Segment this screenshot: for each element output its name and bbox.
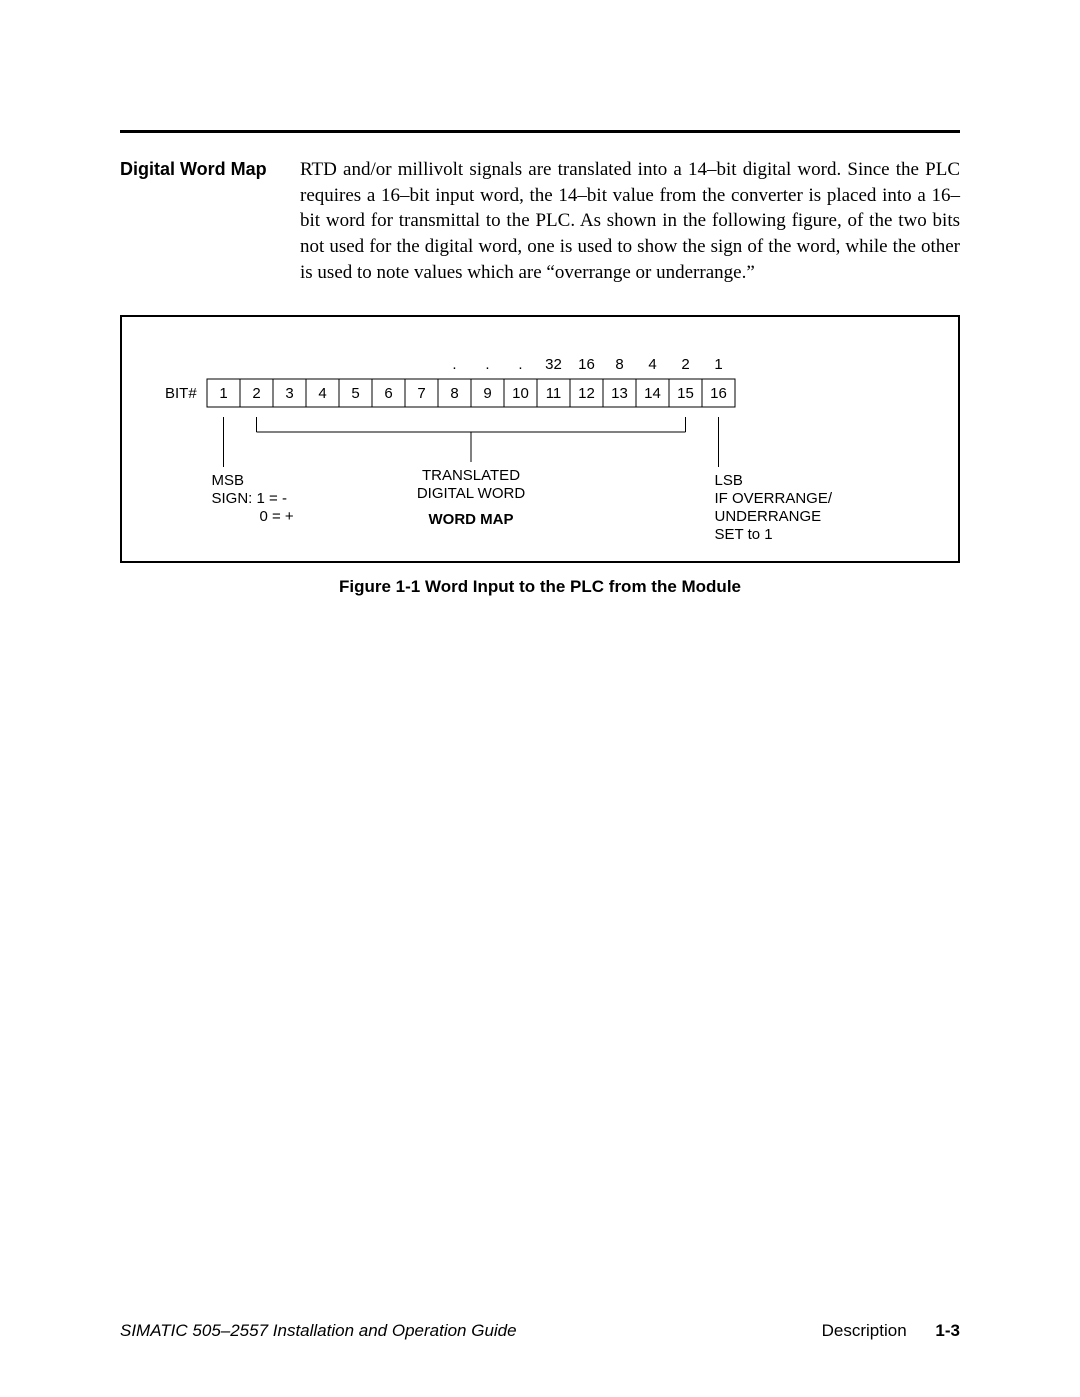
bit-cell: 11 bbox=[546, 385, 562, 402]
bit-weight-label: . bbox=[452, 356, 456, 373]
lsb-label: LSB bbox=[715, 472, 743, 489]
bit-cell: 6 bbox=[384, 385, 392, 402]
bit-cell: 1 bbox=[219, 385, 227, 402]
bit-cell: 10 bbox=[512, 385, 529, 402]
msb-sign-neg: SIGN: 1 = - bbox=[212, 490, 287, 507]
translated-label-1: TRANSLATED bbox=[422, 467, 520, 484]
bit-cell: 12 bbox=[578, 385, 595, 402]
section-body: RTD and/or millivolt signals are transla… bbox=[300, 157, 960, 285]
lsb-underrange: UNDERRANGE bbox=[715, 508, 822, 525]
section-digital-word-map: Digital Word Map RTD and/or millivolt si… bbox=[120, 157, 960, 285]
bit-weight-label: 32 bbox=[545, 356, 562, 373]
footer-guide-title: SIMATIC 505–2557 Installation and Operat… bbox=[120, 1321, 517, 1341]
bit-weight-label: 4 bbox=[648, 356, 656, 373]
lsb-overrange: IF OVERRANGE/ bbox=[715, 490, 833, 507]
figure-box: BIT#12345678910111213141516...32168421MS… bbox=[120, 315, 960, 563]
footer-section-label: Description bbox=[822, 1321, 907, 1340]
page-footer: SIMATIC 505–2557 Installation and Operat… bbox=[120, 1321, 960, 1341]
footer-page-number: 1-3 bbox=[935, 1321, 960, 1340]
bit-cell: 9 bbox=[483, 385, 491, 402]
section-heading: Digital Word Map bbox=[120, 157, 300, 285]
bit-cell: 7 bbox=[417, 385, 425, 402]
bit-weight-label: . bbox=[518, 356, 522, 373]
word-map-title: WORD MAP bbox=[429, 511, 514, 528]
msb-sign-pos: 0 = + bbox=[260, 508, 294, 525]
word-map-diagram: BIT#12345678910111213141516...32168421MS… bbox=[122, 317, 960, 561]
bit-cell: 15 bbox=[677, 385, 694, 402]
top-rule bbox=[120, 130, 960, 133]
bit-cell: 2 bbox=[252, 385, 260, 402]
bit-cell: 8 bbox=[450, 385, 458, 402]
translated-label-2: DIGITAL WORD bbox=[417, 485, 526, 502]
bit-cell: 4 bbox=[318, 385, 326, 402]
msb-label: MSB bbox=[212, 472, 245, 489]
lsb-setto1: SET to 1 bbox=[715, 526, 773, 543]
bit-weight-label: 2 bbox=[681, 356, 689, 373]
bit-cell: 16 bbox=[710, 385, 727, 402]
bit-cell: 5 bbox=[351, 385, 359, 402]
bit-weight-label: 16 bbox=[578, 356, 595, 373]
bit-number-label: BIT# bbox=[165, 385, 197, 402]
bit-cell: 13 bbox=[611, 385, 628, 402]
bit-weight-label: . bbox=[485, 356, 489, 373]
bit-weight-label: 8 bbox=[615, 356, 623, 373]
bit-weight-label: 1 bbox=[714, 356, 722, 373]
bit-cell: 14 bbox=[644, 385, 661, 402]
page: Digital Word Map RTD and/or millivolt si… bbox=[0, 0, 1080, 1397]
footer-right: Description 1-3 bbox=[822, 1321, 960, 1341]
bit-cell: 3 bbox=[285, 385, 293, 402]
figure-caption: Figure 1-1 Word Input to the PLC from th… bbox=[100, 577, 980, 597]
